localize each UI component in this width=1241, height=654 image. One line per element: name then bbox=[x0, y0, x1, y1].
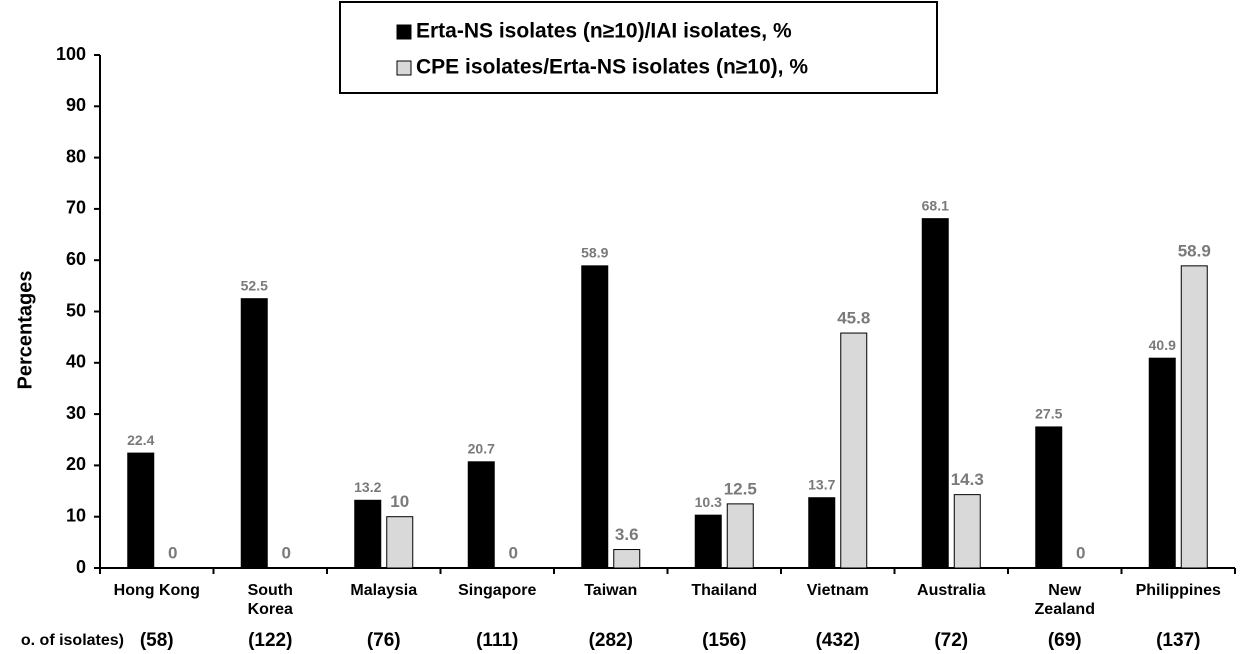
legend-label: Erta-NS isolates (n≥10)/IAI isolates, % bbox=[416, 20, 792, 43]
bar bbox=[921, 218, 949, 569]
y-tick-label: 10 bbox=[66, 505, 86, 525]
bar bbox=[127, 452, 155, 569]
data-label: 20.7 bbox=[468, 441, 495, 457]
count-label: (156) bbox=[702, 630, 746, 651]
y-tick-label: 50 bbox=[66, 300, 86, 320]
legend-label: CPE isolates/Erta-NS isolates (n≥10), % bbox=[416, 56, 808, 79]
data-label: 0 bbox=[168, 543, 177, 562]
bar bbox=[1148, 357, 1176, 569]
data-label: 27.5 bbox=[1035, 406, 1062, 422]
bar bbox=[694, 514, 722, 569]
data-label: 52.5 bbox=[241, 277, 268, 293]
x-tick-label: South Korea bbox=[247, 582, 293, 618]
data-label: 12.5 bbox=[724, 479, 757, 498]
bar bbox=[808, 497, 836, 569]
bar bbox=[953, 494, 981, 569]
count-label: (76) bbox=[367, 630, 401, 651]
y-tick-label: 30 bbox=[66, 403, 86, 423]
count-label: (72) bbox=[934, 630, 968, 651]
x-tick-label: Australia bbox=[917, 582, 986, 599]
bar bbox=[840, 332, 868, 569]
y-tick-label: 70 bbox=[66, 198, 86, 218]
bar bbox=[1035, 426, 1063, 569]
bar bbox=[726, 503, 754, 569]
data-label: 10 bbox=[390, 492, 409, 511]
x-tick-label: New Zealand bbox=[1034, 582, 1095, 618]
count-label: (58) bbox=[140, 630, 174, 651]
x-tick-label: Thailand bbox=[691, 582, 758, 599]
count-label: (69) bbox=[1048, 630, 1082, 651]
x-tick-label: Singapore bbox=[458, 582, 537, 599]
y-tick-label: 80 bbox=[66, 146, 86, 166]
data-label: 0 bbox=[1076, 543, 1085, 562]
x-tick-label: Philippines bbox=[1135, 582, 1221, 599]
data-label: 58.9 bbox=[1178, 241, 1211, 260]
bar bbox=[613, 549, 641, 569]
bar bbox=[1180, 265, 1208, 569]
y-tick-label: 40 bbox=[66, 352, 86, 372]
bar bbox=[581, 265, 609, 569]
y-tick-label: 100 bbox=[56, 44, 86, 64]
data-label: 13.2 bbox=[354, 479, 381, 495]
y-tick-label: 60 bbox=[66, 249, 86, 269]
data-label: 13.7 bbox=[808, 476, 835, 492]
legend-swatch bbox=[396, 24, 412, 40]
count-row-label: o. of isolates) bbox=[21, 632, 124, 649]
y-tick-label: 0 bbox=[76, 557, 86, 577]
x-tick-label: Hong Kong bbox=[113, 582, 200, 599]
data-label: 40.9 bbox=[1149, 337, 1176, 353]
count-label: (137) bbox=[1156, 630, 1200, 651]
y-axis-title: Percentages bbox=[14, 271, 36, 390]
bar bbox=[354, 499, 382, 569]
count-label: (111) bbox=[476, 630, 518, 651]
count-label: (122) bbox=[248, 630, 292, 651]
y-tick-label: 90 bbox=[66, 95, 86, 115]
data-label: 68.1 bbox=[922, 197, 949, 213]
data-label: 14.3 bbox=[951, 470, 984, 489]
data-label: 0 bbox=[282, 543, 291, 562]
data-label: 45.8 bbox=[837, 309, 870, 328]
data-label: 10.3 bbox=[695, 494, 722, 510]
count-label: (432) bbox=[816, 630, 860, 651]
data-label: 58.9 bbox=[581, 245, 608, 261]
legend-swatch bbox=[396, 60, 412, 76]
x-tick-label: Taiwan bbox=[584, 582, 638, 599]
data-label: 3.6 bbox=[615, 525, 639, 544]
x-tick-label: Vietnam bbox=[806, 582, 869, 599]
data-label: 0 bbox=[509, 543, 518, 562]
y-tick-label: 20 bbox=[66, 454, 86, 474]
bar bbox=[386, 516, 414, 569]
bar bbox=[467, 461, 495, 569]
legend-box bbox=[339, 1, 938, 94]
bar bbox=[240, 298, 268, 569]
count-label: (282) bbox=[589, 630, 633, 651]
data-label: 22.4 bbox=[127, 432, 154, 448]
x-tick-label: Malaysia bbox=[350, 582, 418, 599]
